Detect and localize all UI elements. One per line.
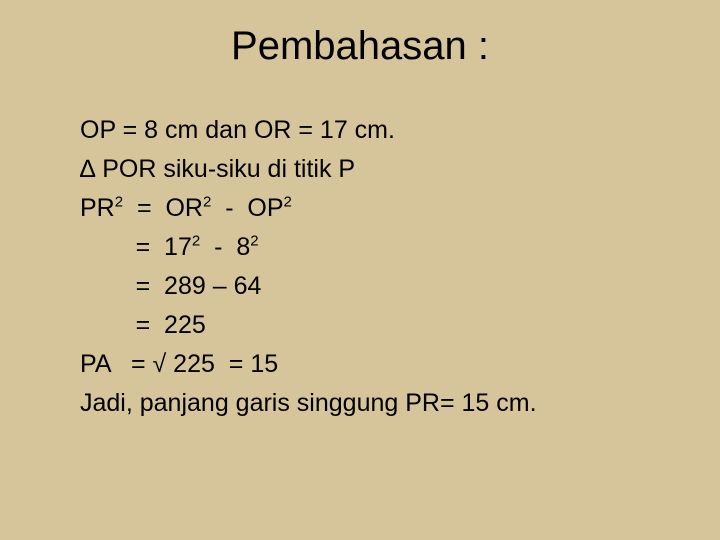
slide-content: OP = 8 cm dan OR = 17 cm. ∆ POR siku-sik… xyxy=(80,111,640,423)
line4-a: = 17 xyxy=(80,233,192,261)
delta-symbol: ∆ xyxy=(80,155,95,183)
content-line-4: = 172 - 82 xyxy=(80,228,640,267)
content-line-2: ∆ POR siku-siku di titik P xyxy=(80,150,640,189)
line3-op: - OP xyxy=(211,194,283,222)
slide-container: Pembahasan : OP = 8 cm dan OR = 17 cm. ∆… xyxy=(0,0,720,540)
content-line-8: Jadi, panjang garis singgung PR= 15 cm. xyxy=(80,384,640,423)
line4-b: - 8 xyxy=(200,233,250,261)
content-line-5: = 289 – 64 xyxy=(80,267,640,306)
content-line-7: PA = √ 225 = 15 xyxy=(80,345,640,384)
content-line-3: PR2 = OR2 - OP2 xyxy=(80,189,640,228)
line3-pr: PR xyxy=(80,194,115,222)
content-line-1: OP = 8 cm dan OR = 17 cm. xyxy=(80,111,640,150)
exponent-2: 2 xyxy=(115,194,123,211)
exponent-2: 2 xyxy=(250,233,258,250)
slide-title: Pembahasan : xyxy=(80,24,640,69)
content-line-2-text: POR siku-siku di titik P xyxy=(95,155,355,183)
exponent-2: 2 xyxy=(192,233,200,250)
exponent-2: 2 xyxy=(284,194,292,211)
line3-or: = OR xyxy=(123,194,203,222)
content-line-6: = 225 xyxy=(80,306,640,345)
